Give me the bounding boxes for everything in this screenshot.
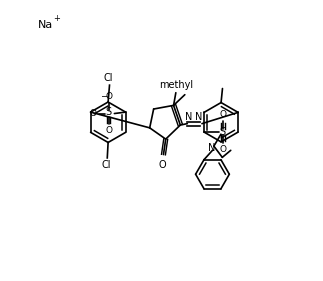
Text: +: +	[53, 14, 60, 23]
Text: O: O	[105, 126, 112, 135]
Text: N: N	[208, 143, 215, 153]
Text: methyl: methyl	[160, 80, 194, 90]
Text: O: O	[219, 145, 226, 154]
Text: Na: Na	[38, 20, 53, 30]
Text: N: N	[185, 112, 193, 122]
Text: O: O	[159, 160, 166, 170]
Text: Cl: Cl	[102, 160, 111, 170]
Text: O: O	[90, 109, 97, 118]
Text: Cl: Cl	[103, 73, 113, 83]
Text: S: S	[106, 107, 112, 117]
Text: S: S	[220, 127, 226, 137]
Text: O: O	[219, 110, 226, 119]
Text: N: N	[195, 112, 202, 122]
Text: −: −	[100, 91, 107, 100]
Text: O: O	[105, 92, 112, 101]
